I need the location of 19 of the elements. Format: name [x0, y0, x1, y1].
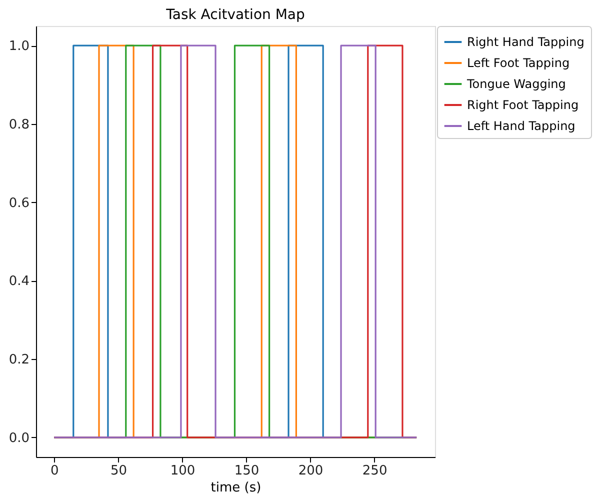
- legend-label: Left Foot Tapping: [467, 56, 570, 70]
- chart-title: Task Acitvation Map: [165, 7, 305, 23]
- y-tick-label: 0.4: [8, 274, 30, 290]
- y-tick-label: 0.8: [8, 117, 30, 132]
- y-tick-label: 0.0: [8, 430, 30, 446]
- x-tick-label: 0: [50, 464, 59, 478]
- legend-label: Right Hand Tapping: [467, 35, 584, 49]
- legend-label: Tongue Wagging: [466, 77, 566, 91]
- legend-label: Left Hand Tapping: [467, 119, 576, 133]
- y-tick-label: 0.6: [8, 196, 30, 211]
- y-tick-label: 0.2: [8, 352, 30, 368]
- y-tick-label: 1.0: [8, 39, 30, 54]
- x-tick-label: 50: [110, 464, 127, 478]
- x-tick-label: 100: [170, 464, 196, 478]
- legend-label: Right Foot Tapping: [467, 98, 579, 112]
- x-tick-label: 200: [298, 464, 324, 478]
- x-tick-label: 250: [362, 464, 388, 478]
- x-tick-label: 150: [234, 464, 260, 478]
- x-axis-title: time (s): [210, 480, 262, 496]
